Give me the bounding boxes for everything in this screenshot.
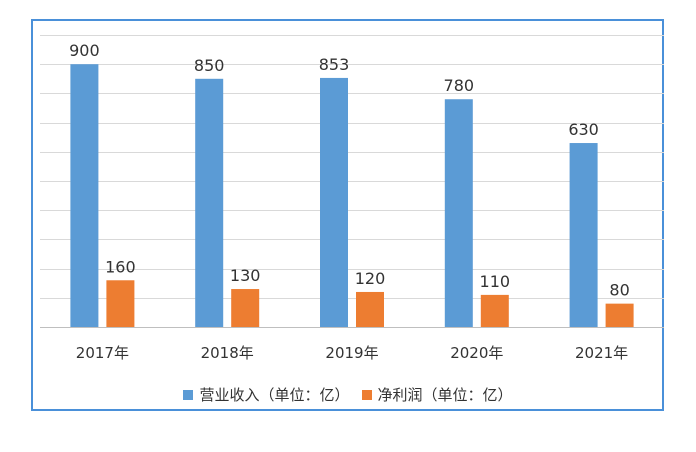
x-tick-label-0: 2017年 [76,344,129,362]
data-label-net-profit-1: 130 [230,266,261,285]
bar-net-profit-4 [605,303,634,327]
data-label-revenue-4: 630 [568,120,599,139]
x-tick-label-4: 2021年 [575,344,628,362]
data-labels: 900 160 850 130 853 120 780 110 630 80 [69,41,630,299]
legend-swatch-net-profit [361,389,372,400]
bar-revenue-1 [195,78,224,327]
legend-swatch-revenue [183,389,194,400]
legend-item-revenue: 营业收入（单位：亿） [183,384,350,405]
x-tick-label-1: 2018年 [201,344,254,362]
bars [70,64,634,328]
data-label-revenue-1: 850 [194,56,225,75]
bar-revenue-3 [444,99,473,328]
data-label-revenue-3: 780 [444,76,475,95]
legend-label-net-profit: 净利润（单位：亿） [377,386,513,404]
x-tick-label-3: 2020年 [450,344,503,362]
data-label-net-profit-0: 160 [105,257,136,276]
bar-net-profit-2 [356,291,384,327]
legend: 营业收入（单位：亿） 净利润（单位：亿） [0,384,696,405]
data-label-net-profit-2: 120 [355,269,386,288]
x-tick-labels: 2017年 2018年 2019年 2020年 2021年 [76,344,628,362]
bar-revenue-0 [70,64,99,327]
data-label-revenue-0: 900 [69,41,100,60]
gridlines [40,35,664,328]
x-tick-label-2: 2019年 [325,344,378,362]
data-label-net-profit-3: 110 [480,272,511,291]
bar-net-profit-0 [106,280,135,327]
bar-net-profit-3 [480,294,509,327]
bar-revenue-2 [320,77,348,327]
bar-revenue-4 [569,143,598,327]
data-label-revenue-2: 853 [319,55,350,74]
data-label-net-profit-4: 80 [609,281,629,300]
legend-item-net-profit: 净利润（单位：亿） [361,384,513,405]
bar-net-profit-1 [231,289,260,327]
legend-label-revenue: 营业收入（单位：亿） [199,386,350,404]
